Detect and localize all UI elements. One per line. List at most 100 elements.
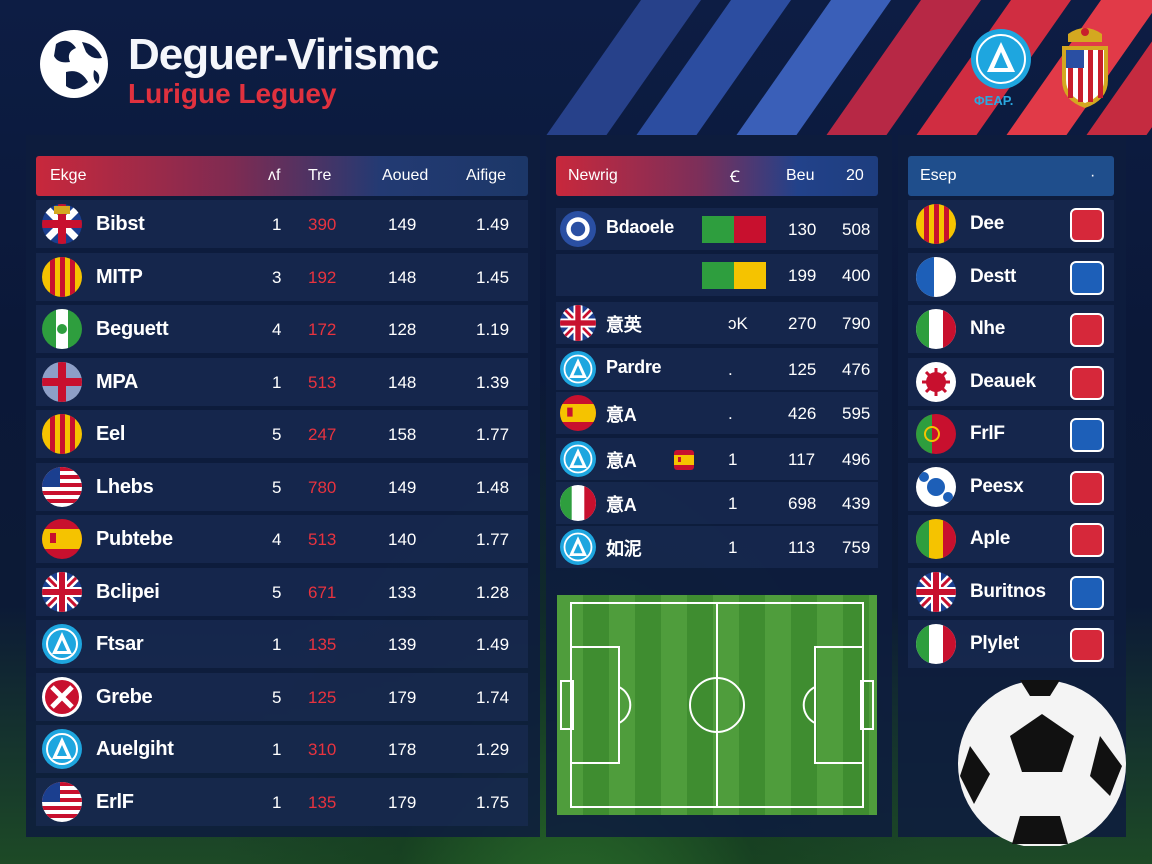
team-name: Aple <box>970 528 1010 549</box>
standings-row[interactable]: Eel 5 247 158 1.77 <box>36 410 528 458</box>
col-3-value: 133 <box>388 582 417 602</box>
col-4-value: 1.29 <box>476 740 510 759</box>
team-badge-icon <box>1070 313 1104 347</box>
usa-flag-icon <box>42 466 82 507</box>
standings-row[interactable]: Pubtebe 4 513 140 1.77 <box>36 515 528 563</box>
standings-row[interactable]: Bclipei 5 671 133 1.28 <box>36 567 528 616</box>
team-row[interactable]: Destt <box>908 252 1114 301</box>
col-4-value: 1.77 <box>476 425 510 444</box>
team-row[interactable]: Buritnos <box>908 567 1114 616</box>
col-1-value: 1 <box>272 792 282 812</box>
col-2-value: 192 <box>308 267 337 287</box>
teams-col-header-1[interactable]: · <box>1090 167 1096 184</box>
fixture-row[interactable]: 意A 1 117 496 <box>556 438 878 480</box>
team-badge-icon <box>1070 418 1104 452</box>
col-header-team[interactable]: Ekge <box>50 167 87 184</box>
fixture-col-1: 1 <box>728 494 738 513</box>
col-2-value: 390 <box>308 215 337 234</box>
team-name: FrlF <box>970 423 1005 444</box>
team-row[interactable]: FrlF <box>908 410 1114 458</box>
team-row[interactable]: Nhe <box>908 305 1114 353</box>
italy-flag-icon <box>560 485 596 521</box>
team-row[interactable]: Plylet <box>908 620 1114 668</box>
teams-col-header-0[interactable]: Esep <box>920 167 957 184</box>
team-name: Plylet <box>970 633 1019 654</box>
a-logo-flag-icon <box>560 529 596 565</box>
team-badge-icon <box>1070 208 1104 242</box>
col-1-value: 4 <box>272 530 282 549</box>
brand-text: ΦEAP. <box>974 93 1014 108</box>
fixture-col-3: 759 <box>842 538 871 557</box>
team-row[interactable]: Peesx <box>908 462 1114 511</box>
standings-row[interactable]: Ftsar 1 135 139 1.49 <box>36 620 528 668</box>
page-subtitle: Lurigue Leguey <box>128 78 337 109</box>
team-name: MPA <box>96 370 139 393</box>
fixture-row[interactable]: 如泥 1 113 759 <box>556 526 878 568</box>
team-row[interactable]: Aple <box>908 515 1114 563</box>
col-header-4[interactable]: Aifige <box>466 167 507 184</box>
team-name: Nhe <box>970 318 1005 339</box>
a-logo-flag-icon <box>42 729 82 769</box>
col-3-value: 158 <box>388 425 417 444</box>
fixture-row[interactable]: 意A. 426 595 <box>556 392 878 434</box>
spain-flag-icon <box>560 395 596 431</box>
fixture-col-1: . <box>728 360 733 379</box>
standings-row[interactable]: MITP 3 192 148 1.45 <box>36 252 528 301</box>
col-2-value: 135 <box>308 792 337 812</box>
fixtures-col-header-2[interactable]: Beu <box>786 167 815 184</box>
italy-flag-icon <box>916 624 956 664</box>
standings-row[interactable]: Bibst 1 390 149 1.49 <box>36 200 528 248</box>
team-name: ErlF <box>96 790 134 813</box>
team-name: Beguett <box>96 318 169 340</box>
fixture-team-name: 意A <box>606 405 637 425</box>
col-header-2[interactable]: Tre <box>308 167 332 184</box>
fixture-col-3: 496 <box>842 450 871 469</box>
fixtures-col-header-0[interactable]: Newrig <box>568 167 618 184</box>
fixture-team-name: Pardre <box>606 357 662 377</box>
standings-row[interactable]: ErlF 1 135 179 1.75 <box>36 777 528 826</box>
standings-row[interactable]: Beguett 4 172 128 1.19 <box>36 305 528 353</box>
match-flag-chip-icon <box>702 262 766 289</box>
col-1-value: 1 <box>272 372 282 392</box>
catalonia-flag-icon <box>42 414 82 454</box>
team-row[interactable]: Dee <box>908 200 1114 248</box>
standings-row[interactable]: Auelgiht 1 310 178 1.29 <box>36 725 528 773</box>
fixture-col-2: 113 <box>788 538 816 557</box>
standings-row[interactable]: Lhebs 5 780 149 1.48 <box>36 462 528 511</box>
uk-flag-icon <box>560 305 596 341</box>
fixture-col-2: 426 <box>788 404 817 423</box>
team-name: Dee <box>970 213 1004 234</box>
team-name: Bibst <box>96 213 145 235</box>
catalonia-flag-icon <box>42 256 82 297</box>
fixtures-col-header-1[interactable]: Ꞓ <box>730 169 740 186</box>
fixture-col-2: 698 <box>788 494 817 513</box>
team-name: MITP <box>96 265 143 288</box>
fixtures-col-header-3[interactable]: 20 <box>846 167 864 184</box>
col-header-1[interactable]: ᴧf <box>268 167 281 184</box>
fixtures-header: Newrig Ꞓ Beu 20 <box>556 156 878 196</box>
col-1-value: 5 <box>272 477 282 497</box>
a-logo-flag-icon <box>560 351 596 387</box>
england-flag-icon <box>42 361 82 402</box>
col-3-value: 179 <box>388 792 417 812</box>
fixture-row[interactable]: Pardre. 125 476 <box>556 348 878 390</box>
team-row[interactable]: Deauek <box>908 357 1114 406</box>
football-pitch <box>557 595 877 815</box>
standings-header: Ekge ᴧf Tre Aoued Aifige <box>36 156 528 196</box>
fixture-row[interactable]: 意A 1 698 439 <box>556 482 878 524</box>
fixture-col-3: 508 <box>842 220 871 239</box>
fixture-row[interactable]: 199 400 <box>556 254 878 296</box>
senegal-flag-icon <box>916 519 956 559</box>
team-name: Deauek <box>970 370 1036 392</box>
col-3-value: 179 <box>388 687 417 707</box>
col-header-3[interactable]: Aoued <box>382 167 429 184</box>
fixture-row[interactable]: 意英 ɔK 270 790 <box>556 302 878 344</box>
standings-row[interactable]: MPA 1 513 148 1.39 <box>36 357 528 406</box>
col-4-value: 1.28 <box>476 582 510 602</box>
fixture-team-name: 意A <box>606 451 637 471</box>
standings-row[interactable]: Grebe 5 125 179 1.74 <box>36 672 528 721</box>
col-4-value: 1.49 <box>476 215 510 234</box>
col-4-value: 1.75 <box>476 792 510 812</box>
col-3-value: 140 <box>388 530 417 549</box>
blue-white-flag-icon <box>916 256 956 297</box>
